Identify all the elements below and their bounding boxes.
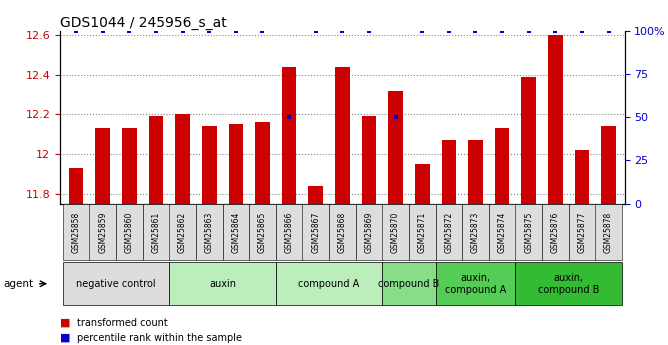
Point [576, 28, 587, 34]
Point [311, 28, 321, 34]
Bar [69, 168, 84, 204]
Text: GSM25873: GSM25873 [471, 211, 480, 253]
Bar [522, 77, 536, 204]
Text: GSM25863: GSM25863 [204, 211, 214, 253]
Text: GSM25859: GSM25859 [98, 211, 108, 253]
Bar [122, 128, 137, 204]
Text: transformed count: transformed count [77, 318, 168, 327]
Bar [495, 128, 510, 204]
Text: auxin,
compound B: auxin, compound B [538, 273, 599, 295]
Point [444, 28, 454, 34]
Text: ■: ■ [60, 333, 71, 343]
Text: GDS1044 / 245956_s_at: GDS1044 / 245956_s_at [60, 16, 227, 30]
Point [150, 28, 161, 34]
Text: GSM25868: GSM25868 [338, 211, 347, 253]
Point [230, 28, 241, 34]
Bar [548, 35, 562, 204]
Bar [361, 116, 376, 204]
Point [124, 28, 135, 34]
Bar [202, 126, 216, 204]
Bar [601, 126, 616, 204]
Point [524, 28, 534, 34]
Point [390, 115, 401, 120]
Point [257, 28, 268, 34]
Text: GSM25870: GSM25870 [391, 211, 400, 253]
Point [204, 28, 214, 34]
Point [550, 28, 560, 34]
Bar [282, 67, 297, 204]
Point [71, 28, 81, 34]
Text: GSM25872: GSM25872 [444, 211, 454, 253]
Text: auxin: auxin [209, 279, 236, 289]
Text: ■: ■ [60, 318, 71, 327]
Text: GSM25858: GSM25858 [71, 211, 81, 253]
Text: GSM25862: GSM25862 [178, 211, 187, 253]
Bar [468, 140, 483, 204]
Point [363, 28, 374, 34]
Bar [574, 150, 589, 204]
Text: GSM25866: GSM25866 [285, 211, 294, 253]
Text: GSM25867: GSM25867 [311, 211, 320, 253]
Text: GSM25869: GSM25869 [365, 211, 373, 253]
Point [284, 115, 295, 120]
Point [603, 28, 614, 34]
Text: percentile rank within the sample: percentile rank within the sample [77, 333, 242, 343]
Text: GSM25877: GSM25877 [577, 211, 587, 253]
Text: GSM25861: GSM25861 [152, 211, 160, 253]
Text: auxin,
compound A: auxin, compound A [445, 273, 506, 295]
Text: GSM25871: GSM25871 [418, 211, 427, 253]
Point [177, 28, 188, 34]
Text: GSM25865: GSM25865 [258, 211, 267, 253]
Text: GSM25874: GSM25874 [498, 211, 506, 253]
Text: compound A: compound A [299, 279, 359, 289]
Bar [255, 122, 270, 204]
Bar [228, 124, 243, 204]
Text: agent: agent [3, 279, 33, 289]
Text: GSM25864: GSM25864 [231, 211, 240, 253]
Text: GSM25860: GSM25860 [125, 211, 134, 253]
Point [98, 28, 108, 34]
Bar [309, 186, 323, 204]
Text: GSM25876: GSM25876 [551, 211, 560, 253]
Point [337, 28, 347, 34]
Point [497, 28, 508, 34]
Bar [96, 128, 110, 204]
Bar [442, 140, 456, 204]
Point [470, 28, 481, 34]
Text: GSM25875: GSM25875 [524, 211, 533, 253]
Point [417, 28, 428, 34]
Text: compound B: compound B [378, 279, 440, 289]
Text: negative control: negative control [76, 279, 156, 289]
Text: GSM25878: GSM25878 [604, 211, 613, 253]
Bar [415, 164, 430, 204]
Bar [335, 67, 349, 204]
Bar [388, 90, 403, 204]
Bar [149, 116, 163, 204]
Bar [175, 114, 190, 204]
